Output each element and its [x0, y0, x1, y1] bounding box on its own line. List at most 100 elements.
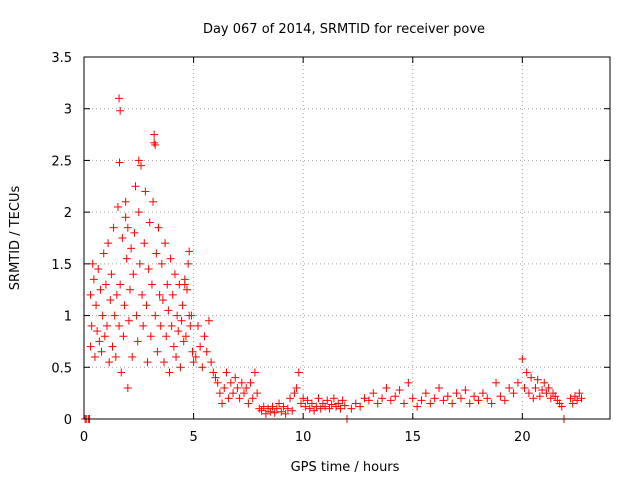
data-point [162, 332, 171, 341]
data-point [404, 378, 413, 387]
data-point [255, 404, 264, 413]
data-point [129, 270, 138, 279]
data-point [168, 290, 177, 299]
data-point [101, 280, 110, 289]
data-point [557, 402, 566, 411]
data-point [522, 368, 531, 377]
data-point [283, 404, 292, 413]
data-point [327, 400, 336, 409]
data-point [184, 259, 193, 268]
data-point [99, 249, 108, 258]
data-point [235, 394, 244, 403]
data-point [470, 392, 479, 401]
data-point [421, 389, 430, 398]
y-tick-label: 2.5 [51, 154, 72, 169]
data-point [360, 394, 369, 403]
data-point [452, 389, 461, 398]
data-point [136, 161, 145, 170]
chart-title: Day 067 of 2014, SRMTID for receiver pov… [203, 22, 485, 37]
data-point [524, 389, 533, 398]
data-point [123, 383, 132, 392]
data-point [231, 373, 240, 382]
data-point [461, 386, 470, 395]
data-point [296, 399, 305, 408]
data-point [127, 244, 136, 253]
data-point [143, 358, 152, 367]
data-point [185, 247, 194, 256]
data-point [130, 228, 139, 237]
data-point [336, 404, 345, 413]
data-point [566, 394, 575, 403]
data-point [290, 389, 299, 398]
data-point [154, 223, 163, 232]
data-point [150, 130, 159, 139]
data-point [478, 389, 487, 398]
data-point [220, 383, 229, 392]
data-point [233, 383, 242, 392]
data-point [382, 383, 391, 392]
data-point [119, 332, 128, 341]
points-layer [81, 94, 586, 423]
grid-layer [84, 57, 610, 419]
data-point [270, 408, 279, 417]
data-point [391, 392, 400, 401]
data-point [181, 332, 190, 341]
data-point [173, 311, 182, 320]
data-point [573, 396, 582, 405]
data-point [104, 239, 113, 248]
data-point [299, 394, 308, 403]
data-point [196, 342, 205, 351]
data-point [120, 301, 129, 310]
data-point [172, 352, 181, 361]
data-point [166, 254, 175, 263]
data-point [570, 392, 579, 401]
y-tick-label: 1 [64, 310, 72, 325]
data-point [164, 306, 173, 315]
data-point [132, 311, 141, 320]
data-point [518, 355, 527, 364]
data-point [237, 378, 246, 387]
data-point [483, 394, 492, 403]
data-point [121, 213, 130, 222]
data-point [509, 389, 518, 398]
data-point [116, 106, 125, 115]
x-axis-label: GPS time / hours [291, 460, 400, 475]
data-point [200, 332, 209, 341]
y-tick-label: 2 [64, 206, 72, 221]
data-point [118, 234, 127, 242]
data-point [323, 396, 332, 405]
data-point [189, 358, 198, 367]
data-point [170, 270, 179, 279]
data-point [112, 290, 121, 299]
data-point [188, 347, 197, 356]
data-point [186, 321, 195, 330]
data-point [294, 368, 303, 377]
data-point [90, 352, 99, 361]
data-point [94, 265, 103, 274]
data-point [279, 402, 288, 411]
data-point [456, 394, 465, 403]
data-point [122, 254, 131, 263]
data-point [107, 270, 116, 279]
data-point [204, 316, 213, 325]
data-point [259, 402, 268, 411]
data-point [169, 342, 178, 351]
data-point [224, 394, 233, 403]
data-point [527, 373, 536, 382]
data-point [248, 394, 257, 403]
data-point [546, 394, 555, 403]
data-point [151, 140, 160, 149]
y-tick-label: 0.5 [51, 361, 72, 376]
data-point [183, 285, 192, 294]
data-point [268, 402, 277, 411]
data-point [115, 321, 124, 330]
data-point [193, 321, 202, 330]
data-point [577, 394, 586, 403]
data-point [97, 347, 106, 356]
data-point [202, 347, 211, 356]
data-point [275, 399, 284, 408]
data-point [448, 399, 457, 408]
data-point [89, 275, 98, 284]
data-point [155, 290, 164, 299]
